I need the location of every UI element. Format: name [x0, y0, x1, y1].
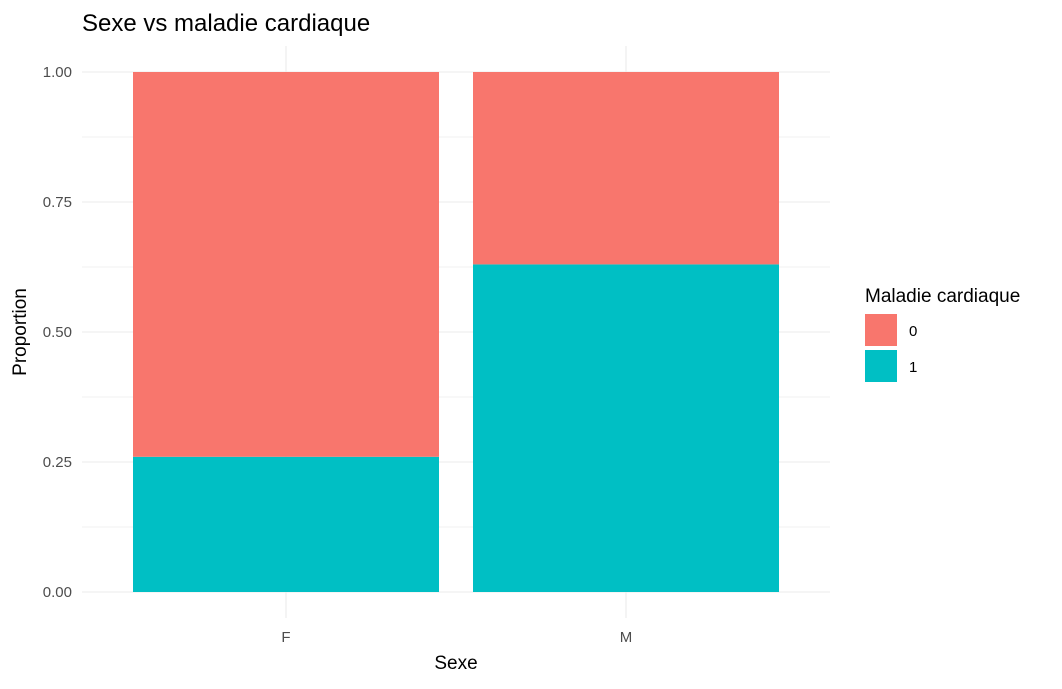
y-tick-label: 0.50 — [43, 324, 72, 341]
y-tick-label: 0.25 — [43, 454, 72, 471]
legend-key-0 — [865, 314, 897, 346]
axis-layer: 0.00 0.25 0.50 0.75 1.00 F M — [43, 64, 632, 646]
bar-segment-m-1 — [473, 264, 779, 592]
y-tick-label: 0.75 — [43, 194, 72, 211]
bar-segment-m-0 — [473, 72, 779, 265]
legend-label-0: 0 — [909, 323, 917, 340]
legend: 01 — [865, 314, 917, 382]
y-tick-label: 0.00 — [43, 584, 72, 601]
bar-segment-f-0 — [133, 72, 439, 457]
bars-layer — [133, 72, 779, 592]
x-tick-label: F — [281, 629, 290, 646]
bar-segment-f-1 — [133, 456, 439, 592]
x-tick-label: M — [620, 629, 633, 646]
chart-title: Sexe vs maladie cardiaque — [82, 10, 370, 37]
legend-title: Maladie cardiaque — [865, 286, 1020, 307]
x-axis-title: Sexe — [434, 653, 477, 674]
legend-key-1 — [865, 350, 897, 382]
legend-label-1: 1 — [909, 359, 917, 376]
y-axis-title: Proportion — [10, 288, 31, 376]
y-tick-label: 1.00 — [43, 64, 72, 81]
